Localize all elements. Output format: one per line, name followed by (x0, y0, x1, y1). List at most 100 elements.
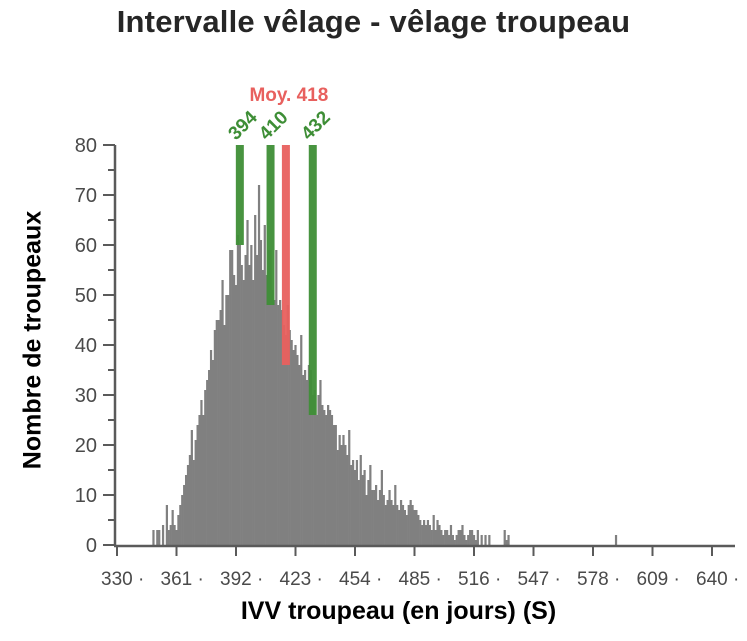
histogram-bar (411, 505, 414, 545)
percentile-label: 394 (225, 107, 263, 145)
histogram-bar (294, 345, 297, 545)
histogram-bar (367, 480, 370, 545)
histogram-bar (451, 535, 454, 545)
histogram-bar (447, 535, 451, 545)
chart-title: Intervalle vêlage - vêlage troupeau (116, 4, 631, 39)
x-tick-label: 547 · (518, 569, 561, 590)
histogram-bar (179, 505, 182, 545)
histogram-bar (438, 525, 441, 545)
histogram-bar (200, 400, 203, 545)
histogram-bar (323, 410, 326, 545)
histogram-bar (440, 530, 443, 545)
histogram-bar (465, 540, 468, 545)
histogram-bar (469, 530, 472, 545)
histogram-bar (232, 275, 236, 545)
histogram-bar (183, 485, 186, 545)
histogram-bar (350, 465, 353, 545)
histogram-bar (231, 250, 234, 545)
histogram-bar (169, 525, 172, 545)
histogram-bar (392, 505, 395, 545)
histogram-bar (403, 510, 407, 545)
histogram-bar (325, 415, 328, 545)
histogram-bar (334, 425, 337, 545)
histogram-bar (269, 250, 272, 545)
histogram-bar (344, 445, 347, 545)
histogram-bar (313, 390, 316, 545)
histogram-bar (171, 510, 174, 545)
histogram-bar (298, 365, 301, 545)
histogram-bar (300, 335, 303, 545)
percentile-label: 410 (255, 107, 292, 144)
x-tick-label: 516 · (458, 569, 501, 590)
histogram-bar (221, 280, 224, 545)
histogram-bar (186, 465, 190, 545)
histogram-bar (442, 535, 445, 545)
histogram-bar (386, 500, 389, 545)
histogram-bar (505, 540, 508, 545)
histogram-bar (353, 470, 357, 545)
histogram-bar (177, 515, 180, 545)
histogram-bar (371, 490, 374, 545)
histogram-bar (390, 500, 393, 545)
percentile-marker (308, 145, 317, 415)
histogram-bar (421, 525, 424, 545)
histogram-bar (209, 350, 213, 545)
histogram-bar (284, 335, 288, 545)
histogram-bar (332, 425, 335, 545)
histogram-bar (296, 355, 299, 545)
histogram-bar (507, 535, 510, 545)
histogram-bar (338, 435, 341, 545)
y-tick-label: 40 (75, 335, 97, 357)
histogram-bar (190, 430, 193, 545)
x-tick-label: 609 · (637, 569, 680, 590)
histogram-bar (321, 405, 324, 545)
histogram-bar (457, 530, 460, 545)
histogram-bar (330, 415, 334, 545)
histogram-bar (156, 530, 159, 545)
histogram-bar (470, 530, 474, 545)
histogram-bar (453, 540, 456, 545)
mean-marker (281, 145, 290, 365)
x-tick-label: 361 · (161, 569, 204, 590)
histogram-bar (242, 280, 245, 545)
x-tick-label: 392 · (220, 569, 263, 590)
histogram-bar (257, 185, 261, 545)
histogram-bar (399, 500, 403, 545)
histogram-bar (424, 525, 428, 545)
histogram-bar (302, 375, 305, 545)
histogram-bar (217, 320, 220, 545)
histogram-bar (288, 330, 291, 545)
histogram-bar (361, 475, 364, 545)
histogram-bar (384, 505, 387, 545)
histogram-bar (378, 490, 382, 545)
histogram-bar (173, 525, 176, 545)
histogram-bar (419, 520, 422, 545)
histogram-bar (219, 310, 222, 545)
x-tick-label: 640 · (696, 569, 739, 590)
x-tick-label: 578 · (577, 569, 620, 590)
histogram-bar (340, 445, 343, 545)
histogram-bar (375, 485, 378, 545)
histogram-bar (309, 370, 312, 545)
histogram-bar (202, 415, 205, 545)
histogram-bar (244, 255, 247, 545)
histogram-bar (234, 285, 238, 545)
x-axis-label: IVV troupeau (en jours) (S) (240, 597, 557, 625)
histogram-bar (476, 530, 479, 545)
histogram-bar (252, 280, 255, 545)
histogram-bar (273, 300, 276, 545)
histogram-bar (614, 535, 618, 545)
y-tick-label: 30 (75, 385, 97, 407)
histogram-bar (158, 530, 161, 545)
histogram-bar (248, 265, 251, 545)
histogram-bar (265, 275, 268, 545)
x-tick-label: 330 · (101, 569, 144, 590)
histogram-bar (184, 475, 188, 545)
histogram-bar (238, 245, 241, 545)
mean-label: Moy. 418 (249, 85, 328, 106)
histogram-bar (261, 270, 264, 545)
histogram-bar (351, 460, 355, 545)
histogram-bar (432, 515, 435, 545)
histogram-bar (271, 290, 274, 545)
